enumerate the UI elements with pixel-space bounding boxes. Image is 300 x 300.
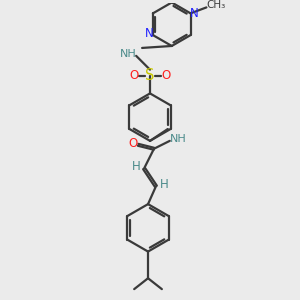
Text: N: N	[145, 27, 153, 40]
Text: NH: NH	[120, 49, 136, 59]
Text: O: O	[130, 69, 139, 82]
Text: N: N	[190, 7, 199, 20]
Text: O: O	[161, 69, 170, 82]
Text: NH: NH	[170, 134, 187, 144]
Text: CH₃: CH₃	[207, 0, 226, 11]
Text: H: H	[132, 160, 140, 173]
Text: S: S	[145, 68, 155, 83]
Text: O: O	[129, 137, 138, 150]
Text: H: H	[160, 178, 168, 191]
